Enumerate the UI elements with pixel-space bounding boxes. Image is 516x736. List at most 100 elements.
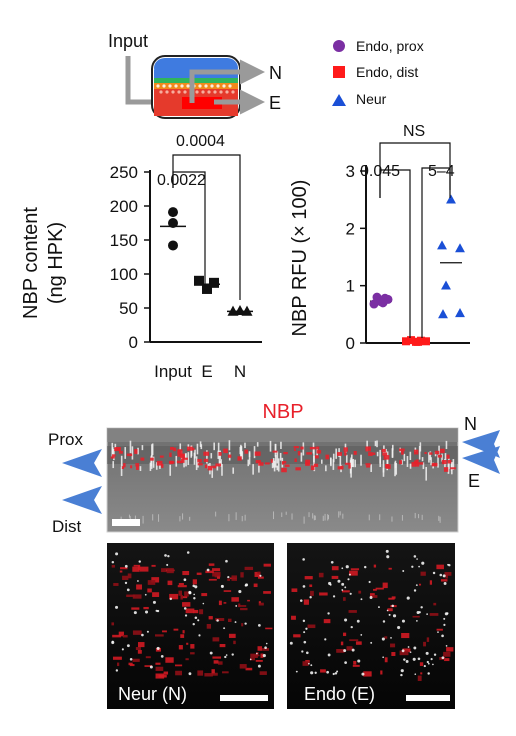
- nbp-spot: [388, 567, 392, 570]
- cell-stripe: [329, 457, 332, 465]
- nbp-spot: [184, 591, 189, 597]
- data-point: [455, 243, 465, 253]
- nucleus-dot: [302, 585, 306, 588]
- nucleus-dot: [351, 648, 355, 652]
- nbp-spot: [316, 450, 322, 454]
- texture-mark: [327, 515, 329, 520]
- nucleus-dot: [220, 584, 224, 588]
- nbp-spot: [163, 671, 169, 675]
- nbp-spot: [305, 459, 311, 465]
- nbp-spot: [241, 623, 244, 627]
- nucleus-dot: [421, 561, 425, 565]
- nbp-spot: [135, 463, 140, 467]
- cell-stripe: [444, 453, 447, 465]
- nucleus-dot: [329, 583, 332, 586]
- nbp-spot: [182, 602, 191, 607]
- cell-stripe: [206, 450, 208, 464]
- nucleus-dot: [299, 599, 303, 602]
- pvalue-prox-dist: 0.045: [360, 163, 400, 180]
- nbp-spot: [443, 651, 451, 657]
- cell-stripe: [213, 442, 215, 451]
- nucleus-dot: [244, 622, 247, 625]
- cell-stripe: [179, 443, 182, 450]
- nbp-spot: [147, 588, 152, 593]
- nucleus-dot: [360, 598, 363, 601]
- texture-mark: [322, 515, 324, 521]
- nbp-spot: [304, 576, 313, 580]
- cell-stripe: [280, 441, 282, 450]
- nbp-spot: [193, 609, 199, 614]
- cell-stripe: [248, 452, 251, 457]
- y-tick-label: 0: [129, 333, 138, 352]
- nucleus-dot: [378, 606, 380, 609]
- cell-stripe: [421, 457, 424, 462]
- nbp-spot: [245, 667, 253, 671]
- nucleus-dot: [121, 648, 124, 651]
- n-output-arrow: [189, 59, 265, 103]
- nbp-spot: [159, 455, 164, 458]
- nbp-spot: [134, 448, 138, 454]
- nbp-spot: [337, 466, 343, 470]
- nbp-spot: [113, 583, 119, 586]
- nbp-spot: [180, 596, 188, 599]
- nbp-spot: [423, 641, 426, 647]
- nucleus-dot: [245, 583, 249, 587]
- nucleus-dot: [385, 549, 389, 553]
- cell-stripe: [196, 443, 199, 455]
- nucleus-dot: [303, 631, 306, 634]
- nbp-spot: [411, 462, 416, 467]
- cell-stripe: [112, 461, 115, 469]
- cell-stripe: [376, 440, 378, 448]
- nucleus-dot: [194, 585, 198, 589]
- nbp-spot: [132, 594, 142, 599]
- nbp-spot: [420, 672, 423, 675]
- cell-dot: [183, 90, 187, 94]
- nucleus-dot: [186, 551, 190, 554]
- nbp-spot: [450, 467, 456, 470]
- nbp-spot: [227, 618, 232, 623]
- nbp-spot: [440, 579, 448, 582]
- bracket-input-e: [172, 171, 206, 290]
- cell-stripe: [441, 453, 443, 462]
- cell-dot: [180, 84, 184, 88]
- nbp-spot: [180, 458, 185, 463]
- legend-marker-endo-prox: [333, 40, 345, 52]
- nucleus-dot: [416, 620, 418, 622]
- nucleus-dot: [348, 573, 351, 576]
- nbp-spot: [211, 672, 218, 676]
- cell-stripe: [194, 449, 196, 459]
- nucleus-dot: [406, 596, 410, 600]
- data-point: [202, 283, 212, 294]
- nucleus-dot: [336, 670, 339, 673]
- cell-dot: [162, 84, 166, 88]
- nbp-spot: [212, 568, 221, 572]
- nbp-spot: [368, 452, 373, 456]
- nucleus-dot: [302, 558, 305, 561]
- cell-dot: [165, 90, 169, 94]
- nucleus-dot: [256, 652, 258, 655]
- cell-stripe: [276, 451, 279, 464]
- nbp-spot: [152, 592, 160, 597]
- data-point: [369, 299, 379, 309]
- nbp-spot: [375, 587, 384, 590]
- cell-stripe: [155, 462, 158, 470]
- nbp-spot: [167, 580, 173, 586]
- texture-mark: [339, 511, 341, 516]
- cell-stripe: [313, 455, 315, 467]
- nbp-spot: [208, 563, 215, 566]
- nbp-spot: [343, 597, 346, 601]
- cell-stripe: [350, 465, 352, 478]
- nucleus-dot: [418, 565, 420, 568]
- nbp-spot: [151, 564, 156, 567]
- pvalue-dist-neur: 5–4: [428, 163, 455, 180]
- nbp-spot: [343, 447, 348, 452]
- nucleus-dot: [166, 563, 169, 566]
- x-tick-labels: Input E N: [154, 362, 246, 381]
- cell-stripe: [376, 451, 379, 457]
- nucleus-dot: [356, 619, 360, 623]
- nbp-spot: [111, 622, 115, 626]
- cell-stripe: [193, 452, 196, 465]
- cell-stripe: [151, 444, 153, 459]
- nucleus-dot: [115, 552, 119, 556]
- nbp-spot: [177, 449, 183, 455]
